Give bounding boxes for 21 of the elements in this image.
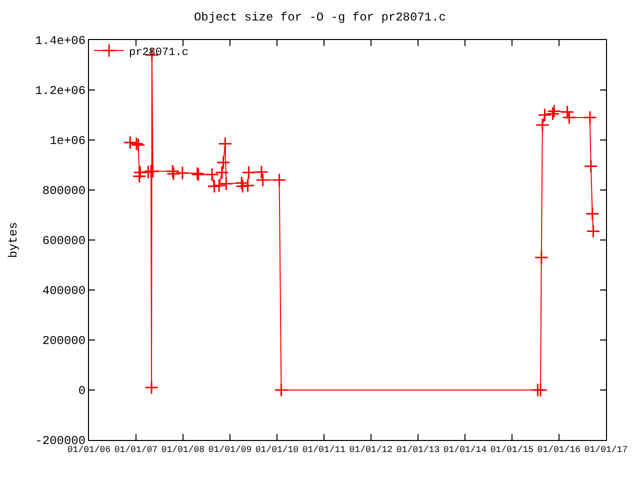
x-tick-label: 01/01/11 (302, 444, 346, 455)
x-tick-label: 01/01/12 (349, 444, 393, 455)
x-tick-label: 01/01/13 (396, 444, 440, 455)
y-tick-label: 200000 (42, 334, 86, 348)
y-tick-label: 400000 (42, 284, 86, 298)
y-tick-label: 600000 (42, 234, 86, 248)
x-tick-label: 01/01/10 (255, 444, 299, 455)
x-tick-label: 01/01/15 (490, 444, 534, 455)
x-tick-label: 01/01/16 (537, 444, 581, 455)
x-tick-label: 01/01/09 (208, 444, 252, 455)
chart-title: Object size for -O -g for pr28071.c (194, 10, 446, 24)
y-tick-label: 1e+06 (50, 134, 86, 148)
y-tick-label: 1.2e+06 (35, 84, 86, 98)
y-axis-title: bytes (6, 222, 20, 258)
x-tick-label: 01/01/08 (161, 444, 205, 455)
y-tick-label: 800000 (42, 184, 86, 198)
y-tick-label: 1.4e+06 (35, 34, 86, 48)
x-tick-label: 01/01/14 (443, 444, 487, 455)
x-tick-label: 01/01/07 (114, 444, 158, 455)
x-tick-label: 01/01/17 (584, 444, 628, 455)
y-tick-label: 0 (78, 384, 86, 398)
